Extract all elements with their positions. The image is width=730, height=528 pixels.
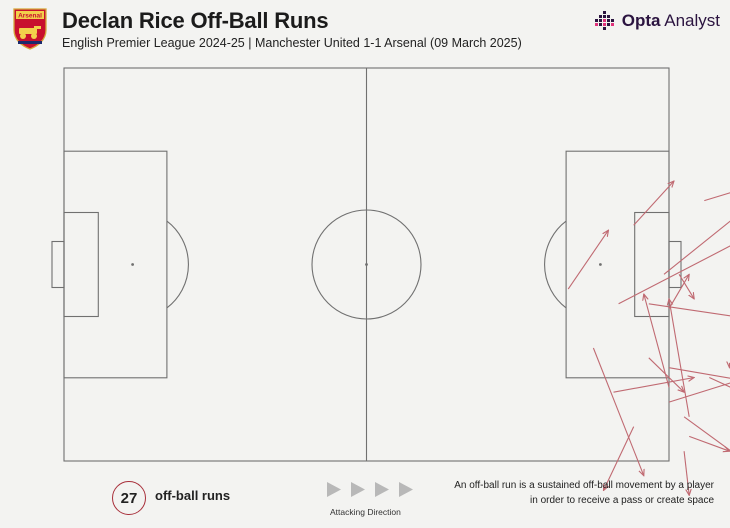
run-arrow <box>678 274 694 299</box>
run-arrow <box>683 451 689 495</box>
run-arrow <box>683 416 730 452</box>
left-penalty-arc <box>166 220 189 309</box>
run-arrow <box>648 303 730 317</box>
run-arrow <box>592 347 643 476</box>
run-arrow <box>633 181 674 226</box>
left-six-yard-box <box>63 211 99 318</box>
definition-note: An off-ball run is a sustained off-ball … <box>454 480 714 506</box>
crest-text: Arsenal <box>18 13 42 20</box>
run-arrow <box>567 230 608 290</box>
center-circle <box>311 209 422 320</box>
left-penalty-area <box>63 150 168 379</box>
right-penalty-arc <box>544 220 567 309</box>
opta-logo-icon <box>594 11 614 30</box>
arsenal-crest-icon: Arsenal <box>13 8 47 50</box>
right-six-yard-box <box>634 211 670 318</box>
run-arrow <box>668 367 730 379</box>
match-subtitle: English Premier League 2024-25 | Manches… <box>62 36 522 50</box>
pitch-markings <box>51 67 682 462</box>
page-title: Declan Rice Off-Ball Runs <box>62 8 329 33</box>
runs-count-label: off-ball runs <box>155 488 231 503</box>
run-arrow <box>704 192 730 202</box>
attacking-direction-label: Attacking Direction <box>330 507 401 517</box>
attacking-direction-icon <box>327 482 413 497</box>
left-penalty-spot <box>131 263 135 266</box>
run-arrow <box>613 378 695 393</box>
off-ball-runs <box>567 152 730 496</box>
run-arrow <box>689 435 729 451</box>
brand-bold: Opta <box>621 11 661 30</box>
run-arrow <box>648 357 684 392</box>
runs-count-badge: 27 <box>112 481 146 515</box>
center-spot <box>365 263 368 266</box>
run-arrow <box>669 299 690 417</box>
run-arrow <box>618 245 730 305</box>
left-goal <box>51 240 65 289</box>
run-arrow <box>709 377 730 388</box>
right-penalty-area <box>565 150 670 379</box>
run-arrow <box>604 426 635 491</box>
brand-light: Analyst <box>660 11 720 30</box>
opta-analyst-logo: Opta Analyst <box>594 10 720 32</box>
run-arrow <box>663 220 730 275</box>
run-arrow <box>668 382 730 403</box>
right-penalty-spot <box>599 263 602 266</box>
right-goal <box>668 240 682 289</box>
run-arrow <box>644 294 670 388</box>
run-arrow <box>668 274 689 309</box>
